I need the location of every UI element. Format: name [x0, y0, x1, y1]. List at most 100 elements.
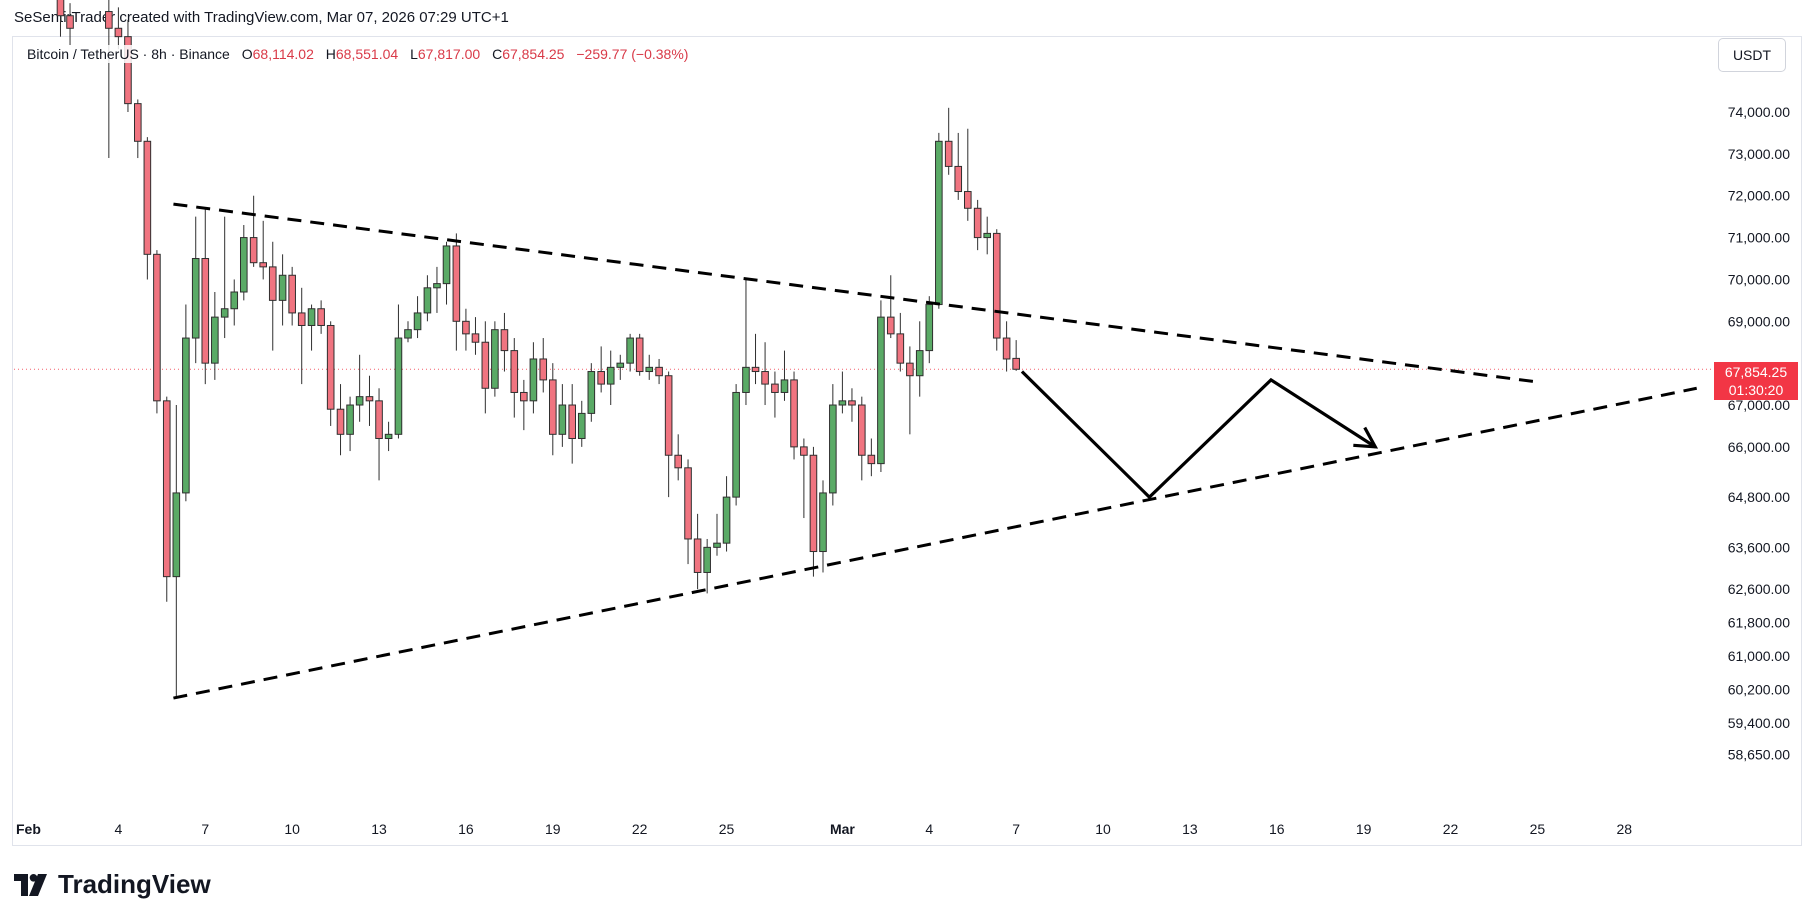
candle-body — [491, 329, 499, 389]
candle-body — [645, 366, 654, 373]
candle — [597, 346, 605, 393]
y-axis-tick-label: 69,000.00 — [1728, 313, 1790, 329]
legend-high-value: 68,551.04 — [335, 46, 399, 62]
candle — [471, 317, 480, 355]
candle — [481, 321, 490, 414]
candle-body — [317, 308, 325, 326]
candle-body — [915, 350, 924, 377]
y-axis-tick-label: 71,000.00 — [1728, 230, 1790, 246]
candle — [375, 388, 383, 481]
candle-body — [404, 329, 412, 339]
candle — [829, 384, 837, 506]
candle-body — [172, 492, 181, 578]
candle-body — [732, 391, 740, 498]
x-axis[interactable]: Feb 4 7 10 13 16 19 22 25 Mar 4 7 10 13 16 19 22 25 28 — [16, 821, 1632, 837]
x-axis-tick-label: Mar — [830, 821, 855, 837]
candle-body — [500, 329, 509, 352]
candle — [944, 107, 953, 175]
candle — [317, 300, 325, 334]
candle-body — [722, 496, 731, 544]
candle-body — [268, 266, 277, 301]
legend-symbol[interactable]: Bitcoin / TetherUS · 8h · Binance — [27, 46, 230, 62]
x-axis-tick-label: 25 — [719, 821, 735, 837]
candle-body — [394, 337, 403, 435]
candle-body — [886, 316, 895, 335]
tradingview-brand[interactable]: TradingView — [14, 869, 211, 900]
candle — [297, 287, 306, 385]
candle-body — [288, 274, 296, 314]
x-axis-tick-label: 13 — [1182, 821, 1198, 837]
x-axis-tick-label: 19 — [1356, 821, 1372, 837]
candle-body — [626, 337, 634, 364]
candle-body — [134, 103, 142, 142]
legend-close-label: C — [492, 46, 503, 62]
candle-body — [114, 27, 123, 38]
legend-open-label: O — [241, 46, 253, 62]
x-axis-tick-label: 7 — [1012, 821, 1020, 837]
candle-body — [201, 258, 210, 364]
candle — [963, 128, 972, 221]
x-axis-tick-label: Feb — [16, 821, 41, 837]
candle — [249, 195, 258, 267]
candle — [346, 396, 354, 452]
candle-body — [481, 341, 490, 389]
currency-button[interactable]: USDT — [1718, 38, 1786, 72]
candle — [896, 312, 905, 372]
legend-change-value: −259.77 (−0.38%) — [576, 46, 689, 62]
candle — [162, 396, 171, 602]
chart-frame[interactable] — [12, 36, 1802, 846]
candle — [278, 254, 287, 326]
candle-body — [278, 274, 287, 301]
candle-body — [790, 379, 798, 448]
candle-body — [520, 391, 528, 402]
candle-body — [230, 291, 239, 310]
y-axis-tick-label: 61,800.00 — [1728, 615, 1790, 631]
chart-credit: SeSentirTrader created with TradingView.… — [14, 9, 509, 26]
candle — [587, 363, 596, 422]
y-axis-tick-label: 73,000.00 — [1728, 146, 1790, 162]
candle-body — [703, 546, 711, 573]
candle-body — [162, 400, 171, 578]
candle — [915, 321, 924, 397]
x-axis-tick-label: 7 — [201, 821, 209, 837]
candle — [751, 333, 760, 385]
y-axis[interactable]: 74,000.00 73,000.00 72,000.00 71,000.00 70,0… — [1728, 104, 1790, 763]
y-axis-tick-label: 67,000.00 — [1728, 397, 1790, 413]
candle — [983, 216, 992, 255]
candle-body — [935, 140, 943, 306]
tradingview-wordmark: TradingView — [58, 869, 211, 899]
projection-arrowhead — [1353, 426, 1379, 449]
candle — [220, 216, 229, 339]
candle-body — [925, 304, 934, 352]
candle — [886, 275, 895, 339]
triangle-lower-trendline — [173, 386, 1698, 700]
candle — [201, 208, 210, 385]
candle-body — [211, 316, 219, 364]
y-axis-tick-label: 60,200.00 — [1728, 682, 1790, 698]
candle-body — [365, 396, 374, 402]
y-axis-tick-label: 66,000.00 — [1728, 439, 1790, 455]
candle — [790, 371, 798, 460]
candle-body — [587, 371, 596, 414]
candle — [838, 371, 847, 414]
candle — [906, 346, 914, 435]
y-axis-tick-label: 72,000.00 — [1728, 188, 1790, 204]
candle — [105, 0, 113, 159]
candle — [1002, 321, 1011, 372]
candle-body — [143, 140, 152, 255]
y-axis-tick-label: 63,600.00 — [1728, 539, 1790, 555]
triangle-upper-trendline — [173, 202, 1538, 384]
candle — [684, 459, 692, 565]
candle-body — [800, 446, 808, 456]
candle — [992, 229, 1001, 351]
bar-countdown-label: 01:30:20 — [1728, 382, 1784, 398]
candle-body — [182, 337, 190, 494]
candle — [819, 480, 827, 573]
candle — [655, 358, 663, 385]
candle — [520, 379, 528, 431]
candle-body — [66, 15, 74, 29]
drawings-layer[interactable] — [173, 202, 1698, 700]
candle-body — [413, 312, 422, 331]
legend-low-label: L — [410, 46, 418, 62]
